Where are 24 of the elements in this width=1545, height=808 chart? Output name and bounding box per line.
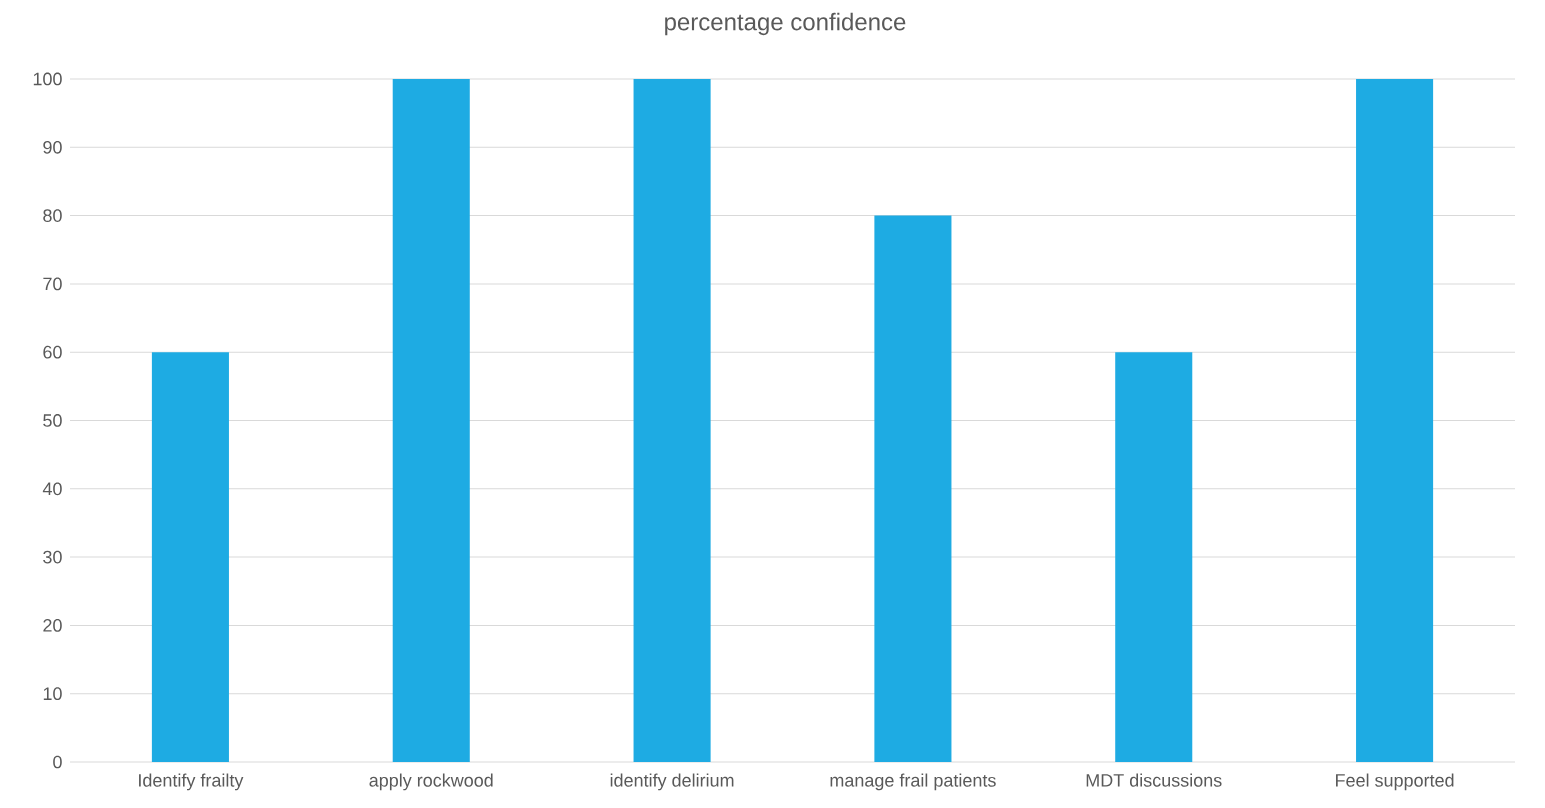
x-tick-label: apply rockwood <box>369 773 493 791</box>
bar <box>1115 352 1193 762</box>
x-tick-label: Identify frailty <box>139 773 244 791</box>
y-tick-label: 0 <box>53 755 62 769</box>
y-tick-label: 20 <box>43 619 62 632</box>
x-tick-label: Feel supported <box>1336 773 1454 791</box>
x-tick-label: manage frail patients <box>830 773 996 791</box>
chart-title: percentage confidence <box>665 12 906 36</box>
y-tick-label: 70 <box>43 277 62 291</box>
bar <box>633 78 711 762</box>
bar <box>874 215 952 762</box>
y-tick-label: 90 <box>43 140 62 154</box>
y-tick-label: 100 <box>33 72 62 86</box>
x-tick-label: identify delirium <box>610 773 734 791</box>
bar <box>1356 78 1434 762</box>
y-tick-label: 80 <box>43 209 62 222</box>
x-tick-label: MDT discussions <box>1086 773 1222 787</box>
y-tick-label: 10 <box>43 687 62 701</box>
y-tick-label: 40 <box>42 482 62 496</box>
y-tick-label: 30 <box>43 550 62 564</box>
y-tick-label: 50 <box>43 414 62 427</box>
y-tick-label: 60 <box>43 345 62 359</box>
bar <box>151 352 229 762</box>
bar <box>392 78 470 762</box>
